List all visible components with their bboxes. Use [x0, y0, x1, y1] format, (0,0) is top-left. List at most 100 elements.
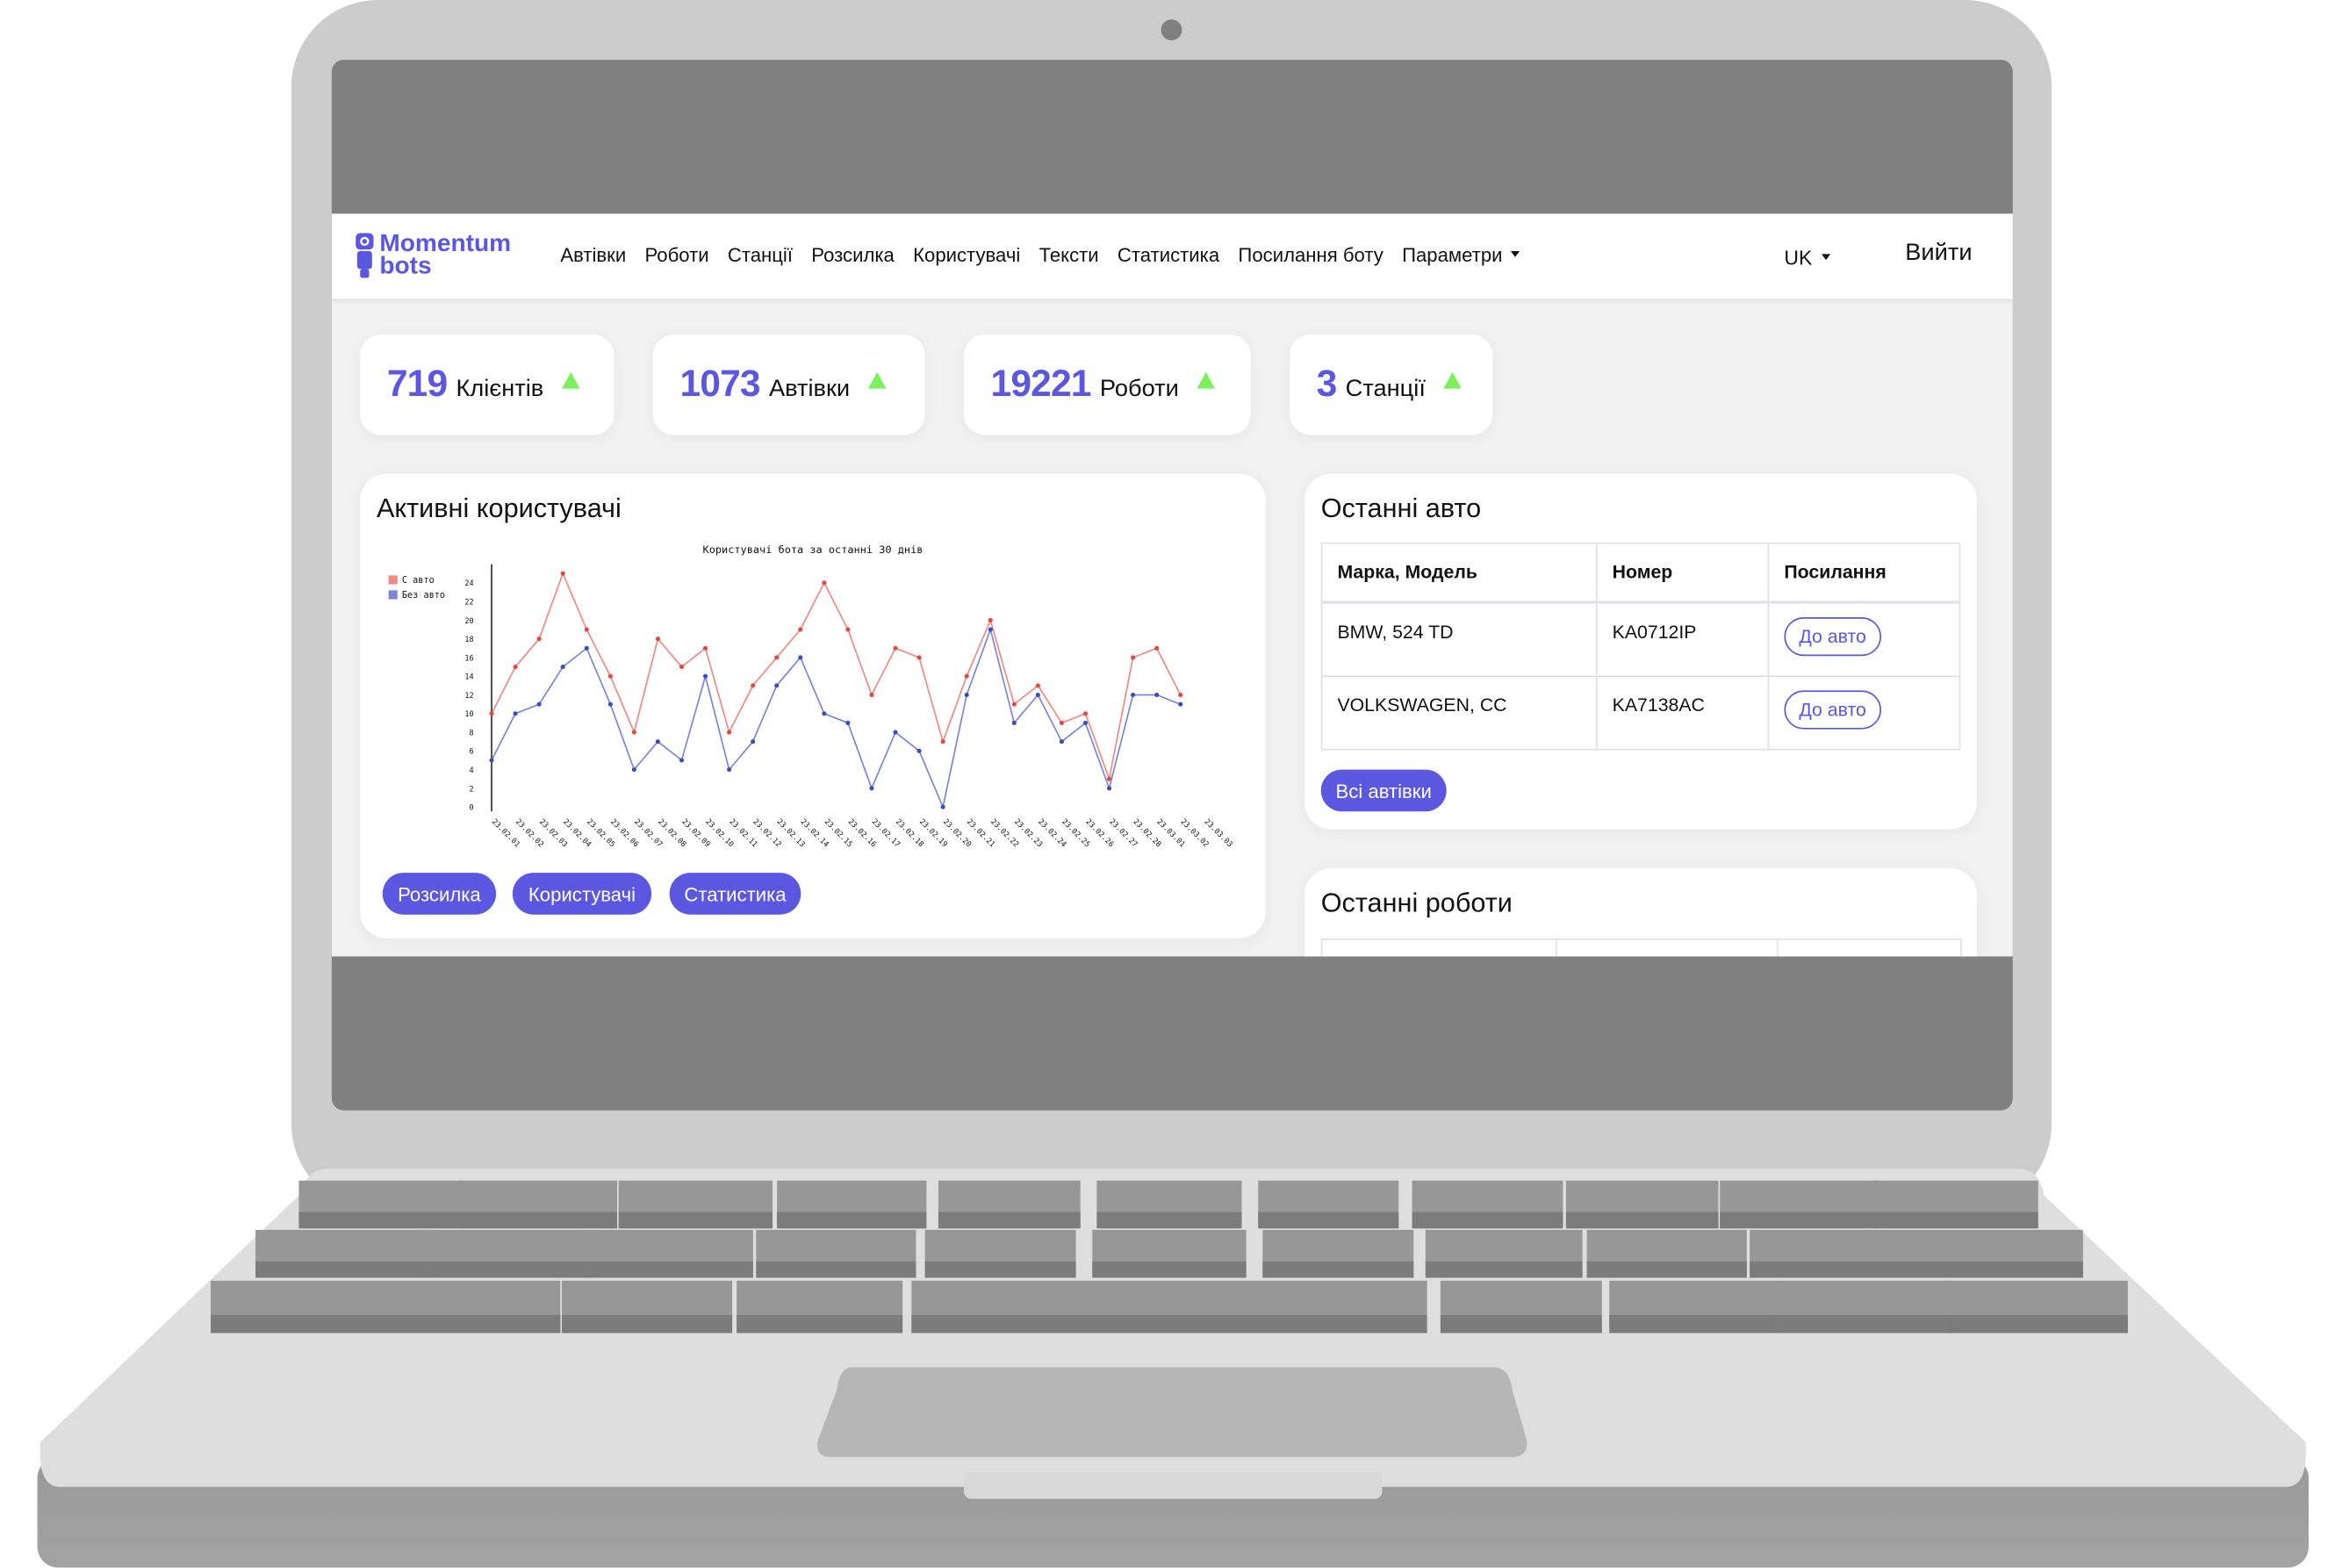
- legend-swatch: [388, 590, 398, 600]
- data-point: [727, 767, 732, 773]
- key-front: [421, 1261, 591, 1278]
- to-car-button[interactable]: До авто: [1784, 689, 1881, 729]
- data-point: [988, 617, 993, 622]
- table-header-row: Марка, Модель Номер Посилання: [1320, 542, 1961, 604]
- statistics-button[interactable]: Статистика: [669, 873, 801, 915]
- column-header: Номер: [1595, 542, 1770, 604]
- key-front: [1750, 1261, 2083, 1278]
- users-button[interactable]: Користувачі: [512, 873, 652, 915]
- card-title: Останні роботи: [1320, 888, 1513, 918]
- key-front: [737, 1314, 903, 1334]
- key-front: [298, 1212, 464, 1229]
- y-tick-label: 22: [464, 599, 473, 608]
- all-cars-button[interactable]: Всі автівки: [1320, 769, 1447, 812]
- key-front: [562, 1314, 733, 1334]
- car-model: VOLKSWAGEN, CC: [1320, 674, 1598, 750]
- key-front: [1945, 1314, 2128, 1334]
- nav-settings-dropdown[interactable]: Параметри: [1402, 243, 1520, 266]
- data-point: [845, 720, 851, 725]
- data-point: [702, 645, 708, 651]
- stat-label: Автівки: [768, 376, 851, 402]
- brand-line1: Momentum: [379, 230, 512, 257]
- car-model: BMW, 524 TD: [1320, 601, 1598, 677]
- key-front: [1586, 1261, 1747, 1278]
- data-point: [536, 701, 542, 707]
- nav-cars[interactable]: Автівки: [560, 243, 627, 266]
- navbar: Momentum bots Автівки Роботи Станції Роз…: [331, 213, 2013, 299]
- data-point: [560, 665, 565, 670]
- stat-card-clients: 719 Клієнтів: [360, 334, 614, 435]
- y-tick-label: 20: [464, 617, 473, 626]
- column-header: Марка, Модель: [1320, 542, 1598, 604]
- stat-value: 1073: [679, 363, 760, 406]
- card-title: Останні авто: [1320, 493, 1482, 523]
- language-dropdown[interactable]: UK: [1784, 246, 1830, 270]
- data-point: [607, 673, 613, 679]
- brand-logo[interactable]: Momentum bots: [356, 230, 512, 278]
- chart-title: Користувачі бота за останні 30 днів: [703, 543, 924, 556]
- key-front: [1096, 1212, 1242, 1229]
- data-point: [751, 739, 756, 744]
- logout-link[interactable]: Вийти: [1905, 241, 1973, 266]
- data-point: [1131, 692, 1136, 698]
- data-point: [1059, 720, 1064, 725]
- caret-down-icon: [1821, 254, 1830, 261]
- nav-texts[interactable]: Тексти: [1039, 243, 1099, 266]
- car-plate: KA7138AC: [1595, 674, 1770, 750]
- data-point: [584, 627, 589, 632]
- camera-icon: [1161, 19, 1182, 40]
- data-point: [631, 767, 636, 773]
- data-point: [774, 655, 780, 660]
- nav-mailing[interactable]: Розсилка: [811, 243, 895, 266]
- key-front: [756, 1261, 916, 1278]
- data-point: [988, 627, 993, 632]
- data-point: [1154, 645, 1160, 651]
- data-point: [916, 748, 922, 753]
- y-tick-label: 8: [469, 729, 473, 737]
- data-point: [631, 730, 636, 735]
- key-front: [1440, 1314, 1602, 1334]
- data-point: [940, 804, 945, 809]
- data-point: [655, 637, 660, 642]
- key-front: [255, 1261, 429, 1278]
- language-label: UK: [1784, 246, 1813, 270]
- data-point: [1178, 701, 1183, 707]
- nav-jobs[interactable]: Роботи: [644, 243, 709, 266]
- stat-value: 719: [386, 363, 448, 406]
- trend-up-icon: [867, 371, 886, 389]
- key-front: [1412, 1212, 1563, 1229]
- y-tick-label: 12: [464, 692, 473, 701]
- nav-users[interactable]: Користувачі: [913, 243, 1021, 266]
- trend-up-icon: [1197, 371, 1215, 389]
- data-point: [798, 655, 803, 660]
- users-line-chart: Користувачі бота за останні 30 днів 0246…: [388, 543, 1234, 849]
- y-tick-label: 14: [464, 673, 473, 682]
- recent-cars-card: Останні авто Марка, Модель Номер Посилан…: [1304, 473, 1977, 830]
- series-line-without-car: [491, 627, 1182, 809]
- stat-card-jobs: 19221 Роботи: [963, 334, 1251, 435]
- key-front: [1565, 1212, 1719, 1229]
- key-front: [938, 1212, 1081, 1229]
- stat-value: 3: [1316, 363, 1338, 406]
- nav-bot-links[interactable]: Посилання боту: [1238, 243, 1384, 266]
- mailing-button[interactable]: Розсилка: [382, 873, 497, 915]
- key-front: [211, 1314, 561, 1334]
- nav-settings-label: Параметри: [1402, 243, 1503, 266]
- data-point: [513, 711, 518, 716]
- to-car-button[interactable]: До авто: [1784, 616, 1881, 657]
- stat-value: 19221: [990, 363, 1092, 406]
- recent-jobs-table: [1320, 938, 1962, 957]
- y-tick-label: 0: [469, 804, 473, 813]
- data-point: [845, 627, 851, 632]
- data-point: [869, 786, 874, 791]
- nav-stations[interactable]: Станції: [727, 243, 794, 266]
- trend-up-icon: [561, 371, 580, 389]
- recent-jobs-card: Останні роботи: [1304, 867, 1977, 957]
- key-front: [1776, 1314, 1953, 1334]
- data-point: [489, 711, 494, 716]
- nav-statistics[interactable]: Статистика: [1117, 243, 1220, 266]
- legend-label: С авто: [402, 576, 435, 586]
- data-point: [513, 665, 518, 670]
- key-front: [588, 1261, 753, 1278]
- data-point: [727, 730, 732, 735]
